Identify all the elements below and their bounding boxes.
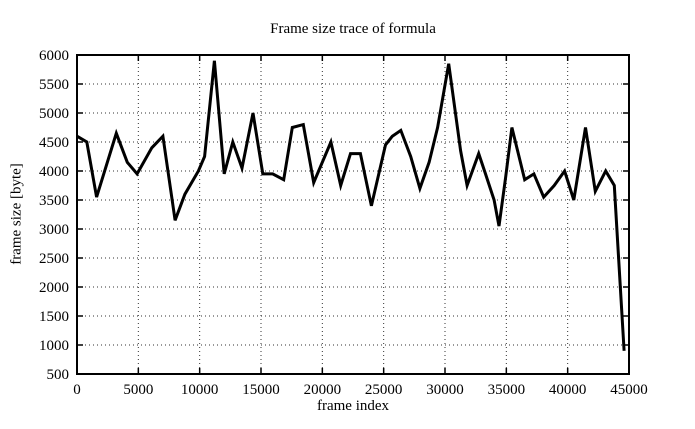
y-tick-label: 1000	[39, 338, 69, 354]
plot-border	[76, 54, 630, 375]
y-tick-label: 6000	[39, 48, 69, 64]
x-tick-label: 15000	[242, 382, 280, 398]
x-tick-label: 10000	[181, 382, 219, 398]
x-tick-label: 25000	[365, 382, 403, 398]
y-tick-label: 500	[47, 367, 70, 383]
data-line	[76, 60, 626, 351]
y-tick-label: 5000	[39, 106, 69, 122]
x-tick-label: 30000	[426, 382, 464, 398]
y-tick-label: 2000	[39, 280, 69, 296]
x-tick-label: 35000	[488, 382, 526, 398]
grid-lines	[77, 55, 629, 374]
y-tick-label: 1500	[39, 309, 69, 325]
y-tick-label: 2500	[39, 251, 69, 267]
x-tick-label: 45000	[610, 382, 648, 398]
x-tick-label: 0	[73, 382, 81, 398]
y-tick-label: 4500	[39, 135, 69, 151]
y-tick-label: 3500	[39, 193, 69, 209]
y-tick-label: 5500	[39, 77, 69, 93]
y-tick-label: 4000	[39, 164, 69, 180]
tick-labels: 500 1000 1500 2000 2500 3000 3500 4000 4500 5000 5…	[39, 48, 648, 398]
x-tick-label: 20000	[304, 382, 342, 398]
x-tick-label: 40000	[549, 382, 587, 398]
x-tick-label: 5000	[123, 382, 153, 398]
tick-marks	[76, 54, 630, 375]
y-tick-label: 3000	[39, 222, 69, 238]
x-axis-label: frame index	[316, 398, 390, 414]
chart-title: Frame size trace of formula	[270, 21, 436, 37]
